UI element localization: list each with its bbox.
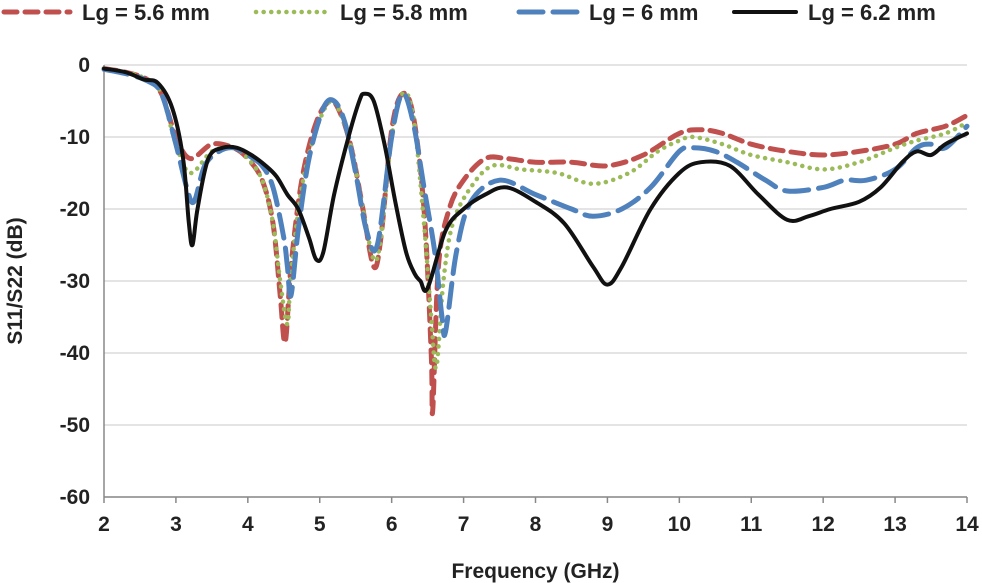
x-tick-label: 9 [602, 513, 614, 536]
legend-label-1: Lg = 5.6 mm [82, 0, 210, 25]
y-tick-label: -40 [60, 342, 90, 365]
x-axis-title: Frequency (GHz) [451, 560, 619, 583]
x-tick-label: 3 [170, 513, 182, 536]
x-tick-label: 4 [242, 513, 254, 536]
x-tick-label: 5 [314, 513, 326, 536]
series-line-2 [101, 66, 970, 371]
y-tick-label: -60 [60, 486, 90, 509]
x-tick-label: 11 [740, 513, 763, 536]
y-tick-label: -10 [60, 126, 90, 149]
x-tick-label: 14 [955, 513, 979, 536]
x-axis-ticks: 2 3 4 5 6 7 8 9 10 11 12 13 14 [98, 497, 979, 536]
gridlines [104, 64, 967, 498]
x-tick-label: 10 [668, 513, 691, 536]
series-line-1 [101, 66, 970, 416]
y-tick-label: 0 [78, 54, 90, 77]
x-tick-label: 13 [883, 513, 906, 536]
legend-label-3: Lg = 6 mm [589, 0, 698, 25]
series-line-4 [102, 66, 969, 293]
legend-label-2: Lg = 5.8 mm [340, 0, 468, 25]
x-tick-label: 7 [458, 513, 470, 536]
y-tick-label: -20 [60, 198, 90, 221]
legend: Lg = 5.6 mm Lg = 5.8 mm Lg = 6 mm Lg = 6.2 … [1, 0, 936, 25]
x-tick-label: 2 [98, 513, 110, 536]
x-tick-label: 12 [811, 513, 834, 536]
y-tick-label: -30 [60, 270, 90, 293]
y-axis-title: S11/S22 (dB) [4, 217, 27, 344]
x-tick-label: 8 [530, 513, 542, 536]
series-lines [101, 66, 970, 416]
y-tick-label: -50 [60, 414, 90, 437]
x-tick-label: 6 [386, 513, 398, 536]
legend-label-4: Lg = 6.2 mm [808, 0, 936, 25]
y-axis-ticks: 0 -10 -20 -30 -40 -50 -60 [60, 54, 90, 509]
